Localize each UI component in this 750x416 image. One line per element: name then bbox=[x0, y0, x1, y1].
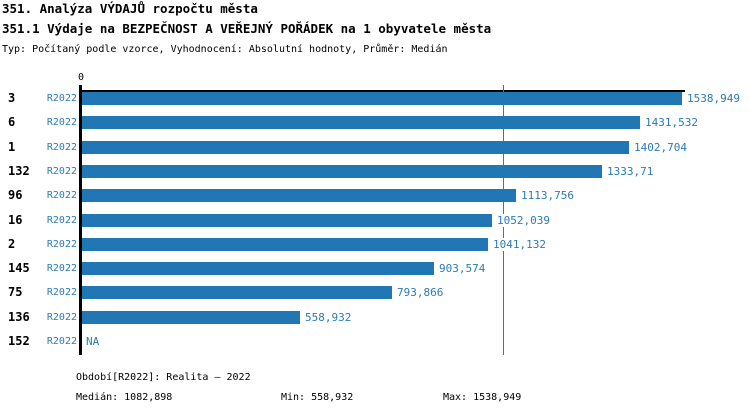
bar-value-label: 1041,132 bbox=[492, 238, 547, 251]
row-category-label: 96 bbox=[8, 188, 23, 202]
row-category-label: 2 bbox=[8, 237, 16, 251]
bar-value-label: 558,932 bbox=[304, 311, 353, 324]
bar bbox=[82, 92, 682, 105]
report-meta-line: Typ: Počítaný podle vzorce, Vyhodnocení:… bbox=[2, 44, 448, 55]
row-category-label: 75 bbox=[8, 285, 23, 299]
bar bbox=[82, 214, 492, 227]
bar-value-label: NA bbox=[85, 335, 101, 348]
bar bbox=[82, 286, 392, 299]
min-stat: Min: 558,932 bbox=[281, 392, 354, 403]
row-series-label: R2022 bbox=[46, 312, 77, 323]
bar-value-label: 1113,756 bbox=[520, 189, 575, 202]
row-category-label: 132 bbox=[8, 164, 30, 178]
bar-value-label: 1402,704 bbox=[633, 141, 688, 154]
row-series-label: R2022 bbox=[46, 142, 77, 153]
row-category-label: 16 bbox=[8, 213, 23, 227]
row-category-label: 136 bbox=[8, 310, 30, 324]
bar-value-label: 1052,039 bbox=[496, 214, 551, 227]
period-caption: Období[R2022]: Realita – 2022 bbox=[76, 372, 251, 383]
bar bbox=[82, 238, 488, 251]
bar-value-label: 793,866 bbox=[396, 286, 445, 299]
x-axis-line bbox=[79, 90, 685, 92]
bar-value-label: 1538,949 bbox=[686, 92, 741, 105]
row-series-label: R2022 bbox=[46, 336, 77, 347]
median-stat: Medián: 1082,898 bbox=[76, 392, 173, 403]
page-title: 351. Analýza VÝDAJŮ rozpočtu města bbox=[2, 1, 258, 16]
row-series-label: R2022 bbox=[46, 239, 77, 250]
bar bbox=[82, 311, 300, 324]
row-category-label: 145 bbox=[8, 261, 30, 275]
bar bbox=[82, 141, 629, 154]
row-series-label: R2022 bbox=[46, 117, 77, 128]
row-category-label: 3 bbox=[8, 91, 16, 105]
bar bbox=[82, 165, 602, 178]
y-axis-line bbox=[79, 85, 82, 355]
bar bbox=[82, 262, 434, 275]
bar bbox=[82, 189, 516, 202]
bar bbox=[82, 116, 640, 129]
bar-value-label: 903,574 bbox=[438, 262, 487, 275]
x-axis-zero-tick-label: 0 bbox=[77, 72, 85, 83]
bar-value-label: 1333,71 bbox=[606, 165, 655, 178]
row-category-label: 1 bbox=[8, 140, 16, 154]
row-series-label: R2022 bbox=[46, 263, 77, 274]
row-series-label: R2022 bbox=[46, 166, 77, 177]
row-series-label: R2022 bbox=[46, 287, 77, 298]
row-series-label: R2022 bbox=[46, 215, 77, 226]
max-stat: Max: 1538,949 bbox=[443, 392, 522, 403]
row-category-label: 152 bbox=[8, 334, 30, 348]
row-series-label: R2022 bbox=[46, 93, 77, 104]
row-category-label: 6 bbox=[8, 115, 16, 129]
page-subtitle: 351.1 Výdaje na BEZPEČNOST A VEŘEJNÝ POŘ… bbox=[2, 21, 492, 36]
row-series-label: R2022 bbox=[46, 190, 77, 201]
bar-value-label: 1431,532 bbox=[644, 116, 699, 129]
